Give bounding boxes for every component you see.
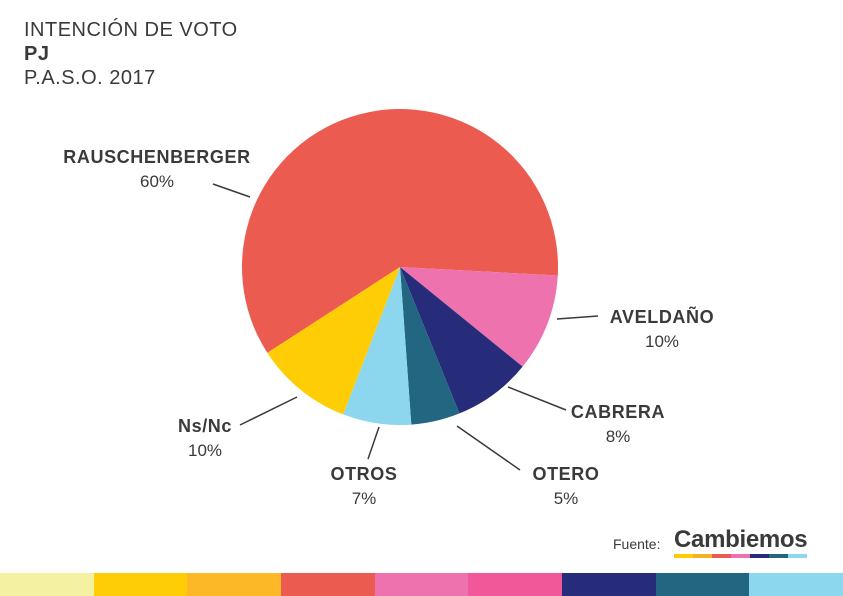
pie-slice-cabrera	[400, 267, 523, 414]
strip-segment	[374, 573, 469, 596]
strip-segment	[93, 573, 188, 596]
slice-value-label: 10%	[188, 441, 222, 460]
chart-header: INTENCIÓN DE VOTO PJ P.A.S.O. 2017	[24, 18, 238, 90]
leader-line	[456, 425, 521, 471]
pie-slice-aveldaño	[400, 267, 558, 367]
logo-bar-segment	[788, 554, 808, 558]
bottom-color-strip	[0, 573, 843, 596]
leader-line	[212, 183, 251, 198]
strip-segment	[655, 573, 750, 596]
pie-slice-otero	[400, 267, 460, 425]
strip-segment	[281, 573, 375, 596]
slice-value-label: 5%	[554, 489, 579, 508]
logo-bar-segment	[712, 554, 732, 558]
source-label: Fuente:	[613, 536, 661, 552]
logo-bar-segment	[731, 554, 751, 558]
strip-segment	[187, 573, 282, 596]
slice-label: AVELDAÑO	[610, 306, 714, 327]
slice-value-label: 7%	[352, 489, 377, 508]
logo-text: Cambiemos	[674, 526, 808, 553]
pie-slice-ns-nc	[267, 267, 400, 415]
chart-period: P.A.S.O. 2017	[24, 67, 156, 89]
slice-value-label: 8%	[606, 427, 631, 446]
leader-line	[507, 386, 567, 411]
slice-value-label: 60%	[140, 172, 174, 191]
slice-label: OTERO	[532, 464, 599, 484]
slice-label: Ns/Nc	[178, 416, 232, 436]
strip-segment	[749, 573, 843, 596]
strip-segment	[562, 573, 656, 596]
leader-line	[367, 426, 380, 460]
pie-slice-rauschenberger	[241, 109, 558, 353]
strip-segment	[468, 573, 563, 596]
leader-line	[239, 396, 298, 426]
logo-bar-segment	[769, 554, 789, 558]
chart-subtitle: PJ	[24, 43, 50, 65]
logo-color-bar	[674, 554, 808, 558]
leader-line	[556, 315, 599, 320]
pie-labels: RAUSCHENBERGER 60% AVELDAÑO 10% CABRERA 8% OTE…	[63, 147, 714, 508]
cambiemos-logo: Cambiemos	[674, 526, 808, 558]
strip-segment	[0, 573, 94, 596]
pie-slice-otros	[343, 267, 412, 425]
slice-label: OTROS	[330, 464, 397, 484]
slice-label: RAUSCHENBERGER	[63, 147, 250, 167]
slice-value-label: 10%	[645, 332, 679, 351]
logo-bar-segment	[674, 554, 694, 558]
chart-title: INTENCIÓN DE VOTO	[24, 19, 238, 41]
logo-bar-segment	[750, 554, 770, 558]
logo-bar-segment	[693, 554, 713, 558]
pie-slices	[241, 109, 558, 425]
slice-label: CABRERA	[571, 402, 665, 422]
